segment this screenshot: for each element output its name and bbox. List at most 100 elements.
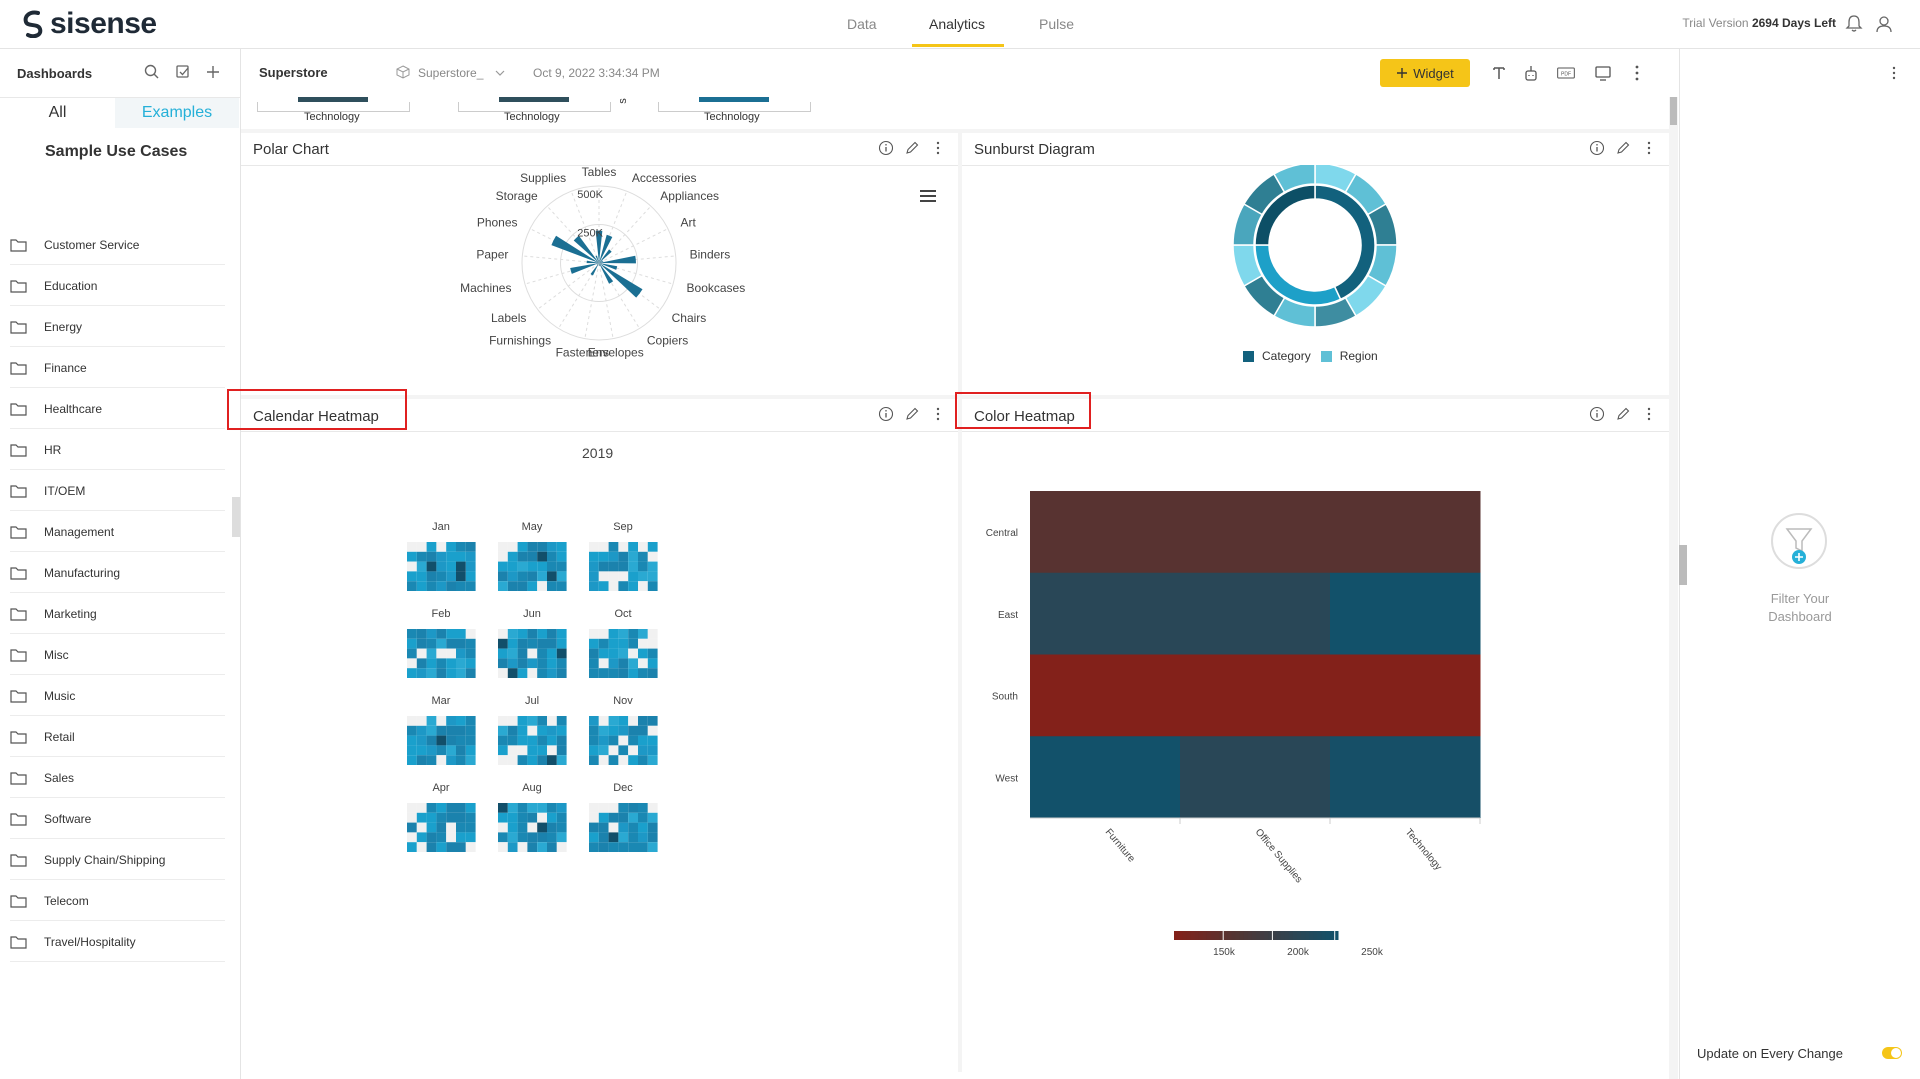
sidebar-collapse-handle[interactable] [232, 497, 240, 537]
calendar-day-cell[interactable] [426, 755, 437, 765]
calendar-day-cell[interactable] [498, 668, 508, 678]
calendar-day-cell[interactable] [598, 832, 609, 843]
calendar-day-cell[interactable] [618, 542, 629, 552]
calendar-day-cell[interactable] [556, 832, 567, 843]
calendar-day-cell[interactable] [647, 822, 658, 833]
sidebar-folder-item[interactable]: Finance [10, 348, 225, 388]
calendar-day-cell[interactable] [426, 842, 437, 852]
calendar-day-cell[interactable] [426, 571, 437, 582]
calendar-day-cell[interactable] [527, 638, 538, 649]
calendar-day-cell[interactable] [638, 629, 648, 639]
calendar-day-cell[interactable] [465, 561, 476, 572]
calendar-day-cell[interactable] [628, 745, 638, 756]
calendar-day-cell[interactable] [465, 822, 476, 833]
info-icon[interactable] [878, 140, 894, 156]
calendar-day-cell[interactable] [527, 648, 538, 659]
calendar-day-cell[interactable] [407, 571, 417, 582]
update-toggle[interactable] [1882, 1047, 1902, 1059]
calendar-day-cell[interactable] [407, 803, 417, 813]
calendar-day-cell[interactable] [618, 571, 629, 582]
calendar-day-cell[interactable] [507, 725, 518, 736]
calendar-day-cell[interactable] [517, 658, 528, 669]
sidebar-folder-item[interactable]: Retail [10, 717, 225, 757]
calendar-day-cell[interactable] [647, 832, 658, 843]
calendar-day-cell[interactable] [507, 551, 518, 562]
calendar-day-cell[interactable] [556, 745, 567, 756]
calendar-day-cell[interactable] [517, 822, 528, 833]
calendar-day-cell[interactable] [456, 551, 466, 562]
calendar-day-cell[interactable] [436, 638, 447, 649]
calendar-day-cell[interactable] [589, 832, 599, 843]
calendar-day-cell[interactable] [589, 571, 599, 582]
calendar-day-cell[interactable] [589, 725, 599, 736]
calendar-day-cell[interactable] [647, 542, 658, 552]
calendar-day-cell[interactable] [517, 842, 528, 852]
polar-bar[interactable] [599, 249, 612, 263]
calendar-day-cell[interactable] [547, 832, 557, 843]
sidebar-folder-item[interactable]: Sales [10, 758, 225, 798]
calendar-day-cell[interactable] [517, 629, 528, 639]
calendar-day-cell[interactable] [436, 668, 447, 678]
ai-assistant-icon[interactable] [1521, 63, 1541, 83]
calendar-day-cell[interactable] [628, 561, 638, 572]
calendar-day-cell[interactable] [547, 551, 557, 562]
calendar-day-cell[interactable] [517, 755, 528, 765]
calendar-day-cell[interactable] [498, 581, 508, 591]
calendar-day-cell[interactable] [426, 812, 437, 823]
calendar-day-cell[interactable] [618, 812, 629, 823]
info-icon[interactable] [1589, 406, 1605, 422]
calendar-day-cell[interactable] [598, 551, 609, 562]
calendar-day-cell[interactable] [556, 629, 567, 639]
calendar-day-cell[interactable] [547, 648, 557, 659]
calendar-day-cell[interactable] [647, 658, 658, 669]
calendar-day-cell[interactable] [589, 755, 599, 765]
calendar-day-cell[interactable] [618, 581, 629, 591]
calendar-day-cell[interactable] [589, 581, 599, 591]
user-icon[interactable] [1874, 14, 1894, 34]
calendar-day-cell[interactable] [647, 842, 658, 852]
calendar-day-cell[interactable] [446, 638, 456, 649]
calendar-day-cell[interactable] [517, 542, 528, 552]
calendar-day-cell[interactable] [507, 822, 518, 833]
calendar-day-cell[interactable] [598, 581, 609, 591]
calendar-day-cell[interactable] [507, 648, 518, 659]
calendar-day-cell[interactable] [407, 812, 417, 823]
calendar-day-cell[interactable] [547, 755, 557, 765]
calendar-day-cell[interactable] [416, 551, 427, 562]
calendar-day-cell[interactable] [426, 716, 437, 726]
calendar-day-cell[interactable] [589, 629, 599, 639]
calendar-day-cell[interactable] [436, 842, 447, 852]
calendar-day-cell[interactable] [638, 842, 648, 852]
calendar-day-cell[interactable] [436, 716, 447, 726]
calendar-day-cell[interactable] [618, 735, 629, 746]
calendar-day-cell[interactable] [517, 668, 528, 678]
calendar-day-cell[interactable] [618, 725, 629, 736]
calendar-day-cell[interactable] [446, 735, 456, 746]
calendar-day-cell[interactable] [517, 716, 528, 726]
calendar-day-cell[interactable] [498, 755, 508, 765]
calendar-day-cell[interactable] [416, 842, 427, 852]
calendar-day-cell[interactable] [436, 735, 447, 746]
calendar-day-cell[interactable] [598, 658, 609, 669]
calendar-day-cell[interactable] [537, 803, 547, 813]
calendar-day-cell[interactable] [517, 745, 528, 756]
calendar-day-cell[interactable] [436, 822, 447, 833]
calendar-day-cell[interactable] [647, 735, 658, 746]
calendar-day-cell[interactable] [456, 725, 466, 736]
more-icon[interactable] [1886, 65, 1902, 81]
calendar-day-cell[interactable] [638, 658, 648, 669]
calendar-day-cell[interactable] [638, 571, 648, 582]
calendar-day-cell[interactable] [436, 725, 447, 736]
heatmap-cell[interactable] [1180, 572, 1331, 655]
calendar-day-cell[interactable] [638, 581, 648, 591]
text-widget-icon[interactable] [1489, 63, 1509, 83]
heatmap-cell[interactable] [1030, 736, 1181, 819]
sidebar-folder-item[interactable]: HR [10, 430, 225, 470]
sidebar-folder-item[interactable]: Manufacturing [10, 553, 225, 593]
calendar-day-cell[interactable] [647, 745, 658, 756]
calendar-day-cell[interactable] [407, 832, 417, 843]
calendar-day-cell[interactable] [498, 561, 508, 572]
tab-examples[interactable]: Examples [115, 98, 239, 128]
calendar-day-cell[interactable] [537, 658, 547, 669]
calendar-day-cell[interactable] [436, 629, 447, 639]
